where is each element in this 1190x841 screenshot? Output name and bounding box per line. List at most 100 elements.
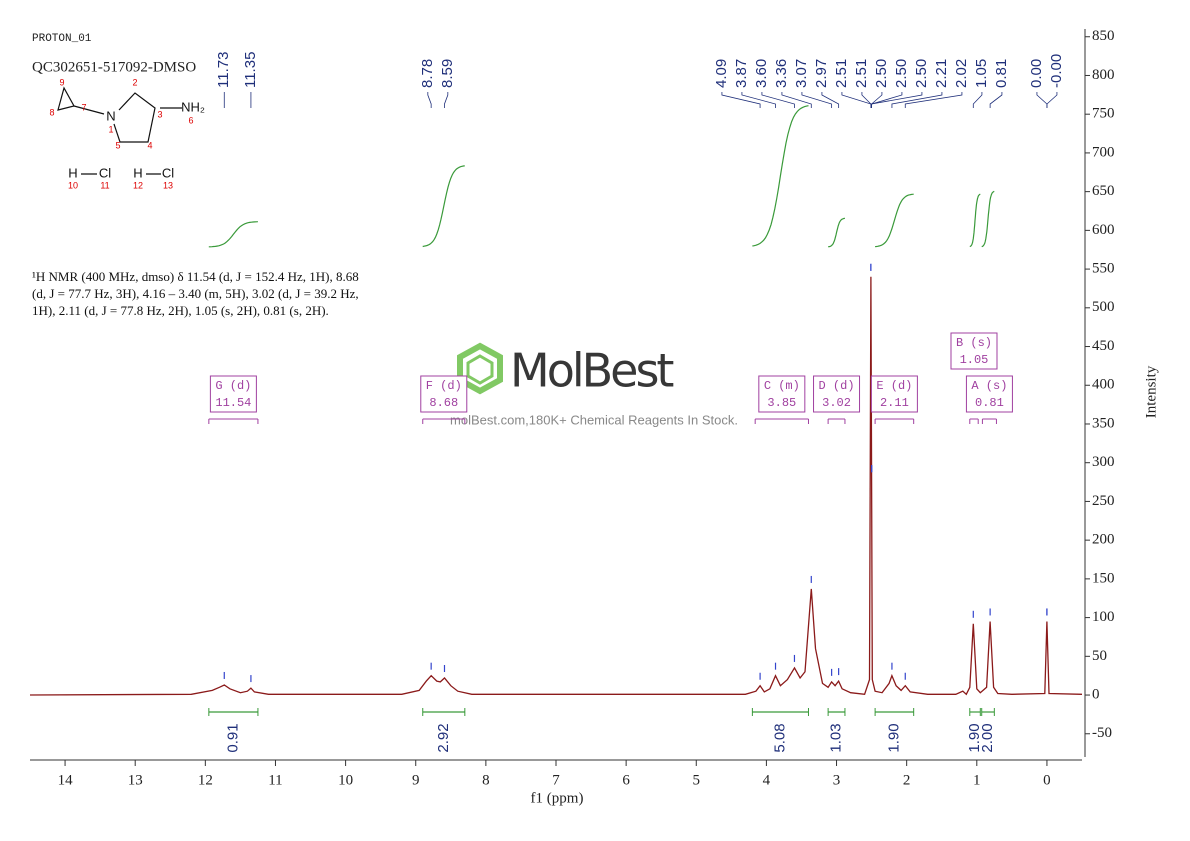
multiplet-label: E (d)	[876, 379, 912, 393]
peak-label: 3.87	[733, 59, 750, 88]
peak-leader	[972, 92, 983, 108]
x-tick-label: 3	[833, 772, 841, 788]
atom-label: Cl	[162, 165, 174, 180]
y-tick-label: 150	[1092, 570, 1115, 586]
peak-label: 0.81	[993, 59, 1010, 88]
multiplet-shift: 8.68	[429, 396, 458, 410]
locant: 8	[49, 107, 54, 117]
integral-label: 1.03	[828, 723, 845, 752]
integral-curve	[422, 165, 465, 248]
multiplet-box	[420, 375, 468, 413]
locant: 3	[157, 109, 162, 119]
x-tick-label: 10	[338, 772, 353, 788]
atom-label: N	[106, 108, 115, 123]
locant: 2	[132, 77, 137, 87]
y-tick-label: 100	[1092, 609, 1115, 625]
peak-leader	[891, 92, 943, 108]
peak-leader	[801, 92, 833, 108]
multiplet-box	[758, 375, 806, 413]
peak-label: 2.50	[893, 59, 910, 88]
integral-curve	[828, 217, 845, 248]
x-tick-label: 5	[693, 772, 701, 788]
watermark-brand: MolBest	[510, 344, 673, 398]
y-tick-label: 800	[1092, 67, 1115, 83]
peak-label: 11.35	[242, 52, 259, 88]
peak-label: 8.59	[439, 59, 456, 88]
multiplet-label: A (s)	[971, 379, 1007, 393]
peak-leader	[444, 92, 449, 108]
peak-leader	[721, 92, 761, 108]
peak-label: 4.09	[713, 59, 730, 88]
y-tick-label: 750	[1092, 106, 1115, 122]
peak-label: 11.73	[215, 52, 232, 88]
peak-label: 1.05	[973, 59, 990, 88]
peak-leader	[861, 92, 872, 108]
multiplet-shift: 3.85	[767, 396, 796, 410]
integral-label: 1.90	[885, 723, 902, 752]
watermark-tagline: molBest.com,180K+ Chemical Reagents In S…	[450, 412, 738, 427]
integral-curve	[981, 190, 995, 248]
multiplet-box	[870, 375, 918, 413]
multiplet-label: F (d)	[426, 379, 462, 393]
atom-number: 1	[108, 124, 113, 134]
y-tick-label: 350	[1092, 415, 1115, 431]
y-tick-label: 400	[1092, 377, 1115, 393]
multiplet-shift: 1.05	[960, 353, 989, 367]
experiment-name: PROTON_01	[32, 33, 92, 45]
x-tick-label: 4	[763, 772, 771, 788]
peak-label: 2.97	[813, 59, 830, 88]
peak-label: 8.78	[419, 59, 436, 88]
x-tick-label: 7	[552, 772, 560, 788]
x-tick-label: 13	[128, 772, 143, 788]
x-tick-label: 8	[482, 772, 490, 788]
locant: 4	[147, 140, 152, 150]
multiplet-box	[209, 375, 257, 413]
y-tick-label: 700	[1092, 144, 1115, 160]
integral-curve	[208, 221, 258, 248]
multiplet-label: B (s)	[956, 336, 992, 350]
atom-label: H	[133, 165, 142, 180]
peak-label: 3.07	[793, 59, 810, 88]
integral-label: 0.91	[224, 723, 241, 752]
y-tick-label: 850	[1092, 28, 1115, 44]
integral-label: 5.08	[771, 723, 788, 752]
y-tick-label: 200	[1092, 532, 1115, 548]
y-axis-label: Intensity	[1143, 365, 1159, 418]
integral-label: 2.92	[435, 723, 452, 752]
spectrum	[29, 276, 1083, 696]
locant: 9	[59, 77, 64, 87]
x-tick-label: 0	[1043, 772, 1051, 788]
peak-leader	[741, 92, 776, 108]
peak-label: 2.21	[933, 59, 950, 88]
y-tick-label: 600	[1092, 222, 1115, 238]
integral-curve	[875, 193, 914, 248]
x-tick-label: 2	[903, 772, 911, 788]
atom-number: 10	[68, 180, 78, 190]
peak-leader	[821, 92, 840, 108]
multiplet-shift: 11.54	[215, 396, 251, 410]
locant: 5	[115, 140, 120, 150]
multiplet-label: G (d)	[215, 379, 251, 393]
peak-leader	[761, 92, 795, 108]
x-tick-label: 12	[198, 772, 213, 788]
peak-label: 2.50	[913, 59, 930, 88]
y-tick-label: 650	[1092, 183, 1115, 199]
multiplet-box	[813, 375, 861, 413]
multiplet-shift: 0.81	[975, 396, 1004, 410]
locant: 7	[81, 102, 86, 112]
peak-label: 2.50	[873, 59, 890, 88]
peak-leader	[427, 92, 432, 108]
peak-leader	[904, 92, 963, 108]
x-axis-label: f1 (ppm)	[531, 790, 584, 806]
y-tick-label: 50	[1092, 648, 1107, 664]
peak-label: 2.51	[853, 59, 870, 88]
multiplet-box	[950, 332, 998, 370]
multiplet-label: C (m)	[764, 379, 800, 393]
atom-label: Cl	[99, 165, 111, 180]
multiplet-box	[965, 375, 1013, 413]
atom-number: 6	[188, 115, 193, 125]
peak-leader	[781, 92, 812, 108]
nmr-description: ¹H NMR (400 MHz, dmso) δ 11.54 (d, J = 1…	[32, 269, 359, 318]
x-tick-label: 11	[268, 772, 282, 788]
